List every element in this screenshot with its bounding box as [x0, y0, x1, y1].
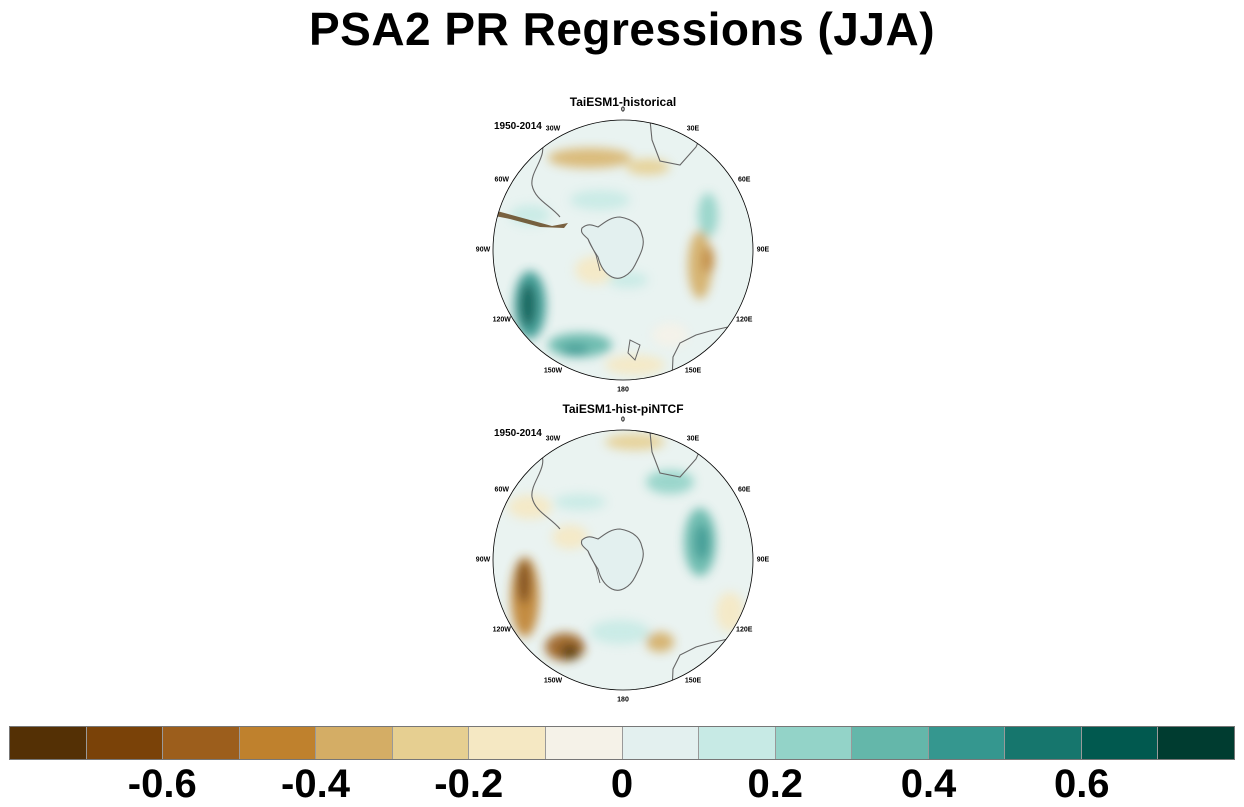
longitude-label: 120W [492, 626, 511, 634]
longitude-label: 60E [738, 176, 751, 184]
colorbar-box [316, 727, 393, 759]
longitude-label: 30W [545, 435, 561, 443]
longitude-label: 0 [621, 416, 625, 424]
polar-stereographic-map [492, 429, 754, 691]
colorbar-box [1005, 727, 1082, 759]
longitude-label: 120E [736, 626, 753, 634]
longitude-label: 150W [543, 677, 563, 685]
period-label: 1950-2014 [494, 121, 542, 132]
colorbar-label: -0.4 [281, 762, 350, 806]
period-label: 1950-2014 [494, 428, 542, 439]
colorbar-box [392, 727, 470, 759]
colorbar-box [622, 727, 700, 759]
longitude-label: 30E [686, 125, 700, 133]
colorbar-box [1081, 727, 1159, 759]
colorbar-box [1158, 727, 1234, 759]
longitude-label: 150W [543, 367, 563, 375]
colorbar-box [928, 727, 1006, 759]
map-panel-hist-pintcf: TaiESM1-hist-piNTCF 1950-2014 [470, 402, 776, 704]
longitude-label: 120E [736, 316, 753, 324]
longitude-label: 60E [738, 486, 751, 494]
colorbar-label: 0.4 [900, 762, 957, 806]
main-title: PSA2 PR Regressions (JJA) [308, 3, 936, 55]
colorbar-box [239, 727, 317, 759]
longitude-label: 90W [475, 246, 491, 254]
panel-title: TaiESM1-historical [569, 95, 677, 109]
longitude-label: 90E [756, 556, 770, 564]
colorbar-box [775, 727, 853, 759]
panel-title: TaiESM1-hist-piNTCF [562, 402, 684, 416]
colorbar-box [699, 727, 776, 759]
longitude-label: 180 [617, 696, 629, 704]
polar-stereographic-map [492, 119, 754, 381]
colorbar-label: -0.6 [127, 762, 197, 806]
longitude-label: 90E [756, 246, 770, 254]
colorbar-label: 0 [610, 762, 634, 806]
longitude-label: 0 [621, 106, 625, 114]
longitude-label: 60W [494, 176, 509, 184]
longitude-label: 150E [684, 367, 702, 375]
colorbar-box [469, 727, 546, 759]
longitude-label: 30W [545, 125, 561, 133]
colorbar [9, 726, 1235, 760]
colorbar-box [545, 727, 623, 759]
colorbar-label: 0.6 [1053, 762, 1110, 806]
colorbar-box [852, 727, 929, 759]
colorbar-label: 0.2 [747, 762, 804, 806]
longitude-label: 90W [475, 556, 491, 564]
longitude-label: 120W [492, 316, 511, 324]
longitude-label: 60W [494, 486, 509, 494]
colorbar-box [163, 727, 240, 759]
longitude-label: 150E [684, 677, 702, 685]
longitude-label: 30E [686, 435, 700, 443]
colorbar-box [86, 727, 164, 759]
longitude-label: 180 [617, 386, 629, 394]
colorbar-box [10, 727, 87, 759]
colorbar-label: -0.2 [434, 762, 504, 806]
map-panel-historical: TaiESM1-historical 1950-2014 [470, 95, 776, 394]
